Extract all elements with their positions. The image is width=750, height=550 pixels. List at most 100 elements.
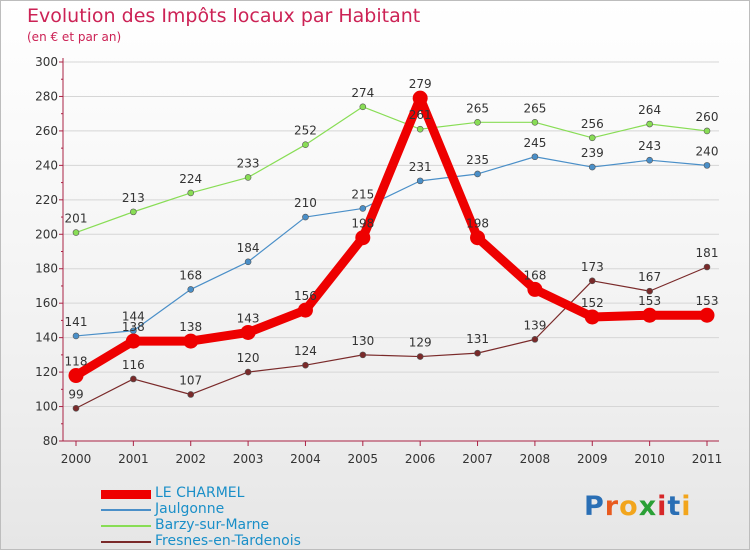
data-point — [240, 324, 256, 340]
y-tick-label: 140 — [35, 331, 58, 345]
data-label: 120 — [237, 351, 260, 365]
data-point — [359, 351, 367, 359]
data-label: 167 — [638, 270, 661, 284]
data-label: 279 — [409, 77, 432, 91]
data-point — [588, 277, 596, 285]
data-point — [416, 177, 424, 185]
logo-letter: x — [638, 491, 658, 522]
legend-label: LE CHARMEL — [155, 485, 245, 501]
data-label: 243 — [638, 139, 661, 153]
logo-letter: i — [681, 491, 692, 522]
data-label: 210 — [294, 196, 317, 210]
legend-label: Fresnes-en-Tardenois — [155, 533, 301, 549]
data-label: 156 — [294, 289, 317, 303]
data-label: 168 — [179, 268, 202, 282]
data-label: 264 — [638, 103, 661, 117]
x-tick-label: 2005 — [348, 452, 379, 466]
data-point — [244, 174, 252, 181]
data-point — [359, 103, 367, 111]
y-tick-label: 200 — [35, 227, 58, 241]
legend-swatch — [101, 489, 151, 499]
data-label: 138 — [122, 320, 145, 334]
data-point — [187, 189, 195, 197]
data-point — [72, 332, 80, 340]
data-point — [359, 205, 367, 212]
data-point — [302, 213, 309, 221]
data-point — [588, 134, 596, 142]
data-label: 139 — [523, 318, 546, 332]
data-label: 181 — [696, 246, 719, 260]
legend-item: Fresnes-en-Tardenois — [101, 533, 401, 550]
x-tick-label: 2006 — [405, 452, 436, 466]
legend: LE CHARMEL Jaulgonne Barzy-sur-Marne Fresne… — [101, 485, 401, 550]
data-point — [302, 141, 309, 148]
legend-swatch — [101, 541, 151, 543]
data-point — [68, 368, 84, 384]
data-label: 245 — [523, 136, 546, 150]
y-tick-label: 300 — [35, 55, 58, 69]
data-label: 143 — [237, 311, 260, 325]
data-label: 198 — [466, 217, 489, 231]
data-point — [183, 333, 199, 349]
legend-swatch — [101, 525, 151, 527]
legend-item: Jaulgonne — [101, 501, 401, 518]
data-point — [531, 153, 539, 161]
y-tick-label: 220 — [35, 193, 58, 207]
legend-label: Jaulgonne — [155, 501, 225, 517]
y-tick-label: 160 — [35, 296, 58, 310]
data-label: 131 — [466, 332, 489, 346]
data-point — [703, 127, 711, 135]
logo-letter: t — [667, 491, 682, 522]
data-point — [703, 263, 711, 271]
data-label: 198 — [351, 217, 374, 231]
series-line-jaulgonne — [75, 156, 708, 337]
data-point — [125, 333, 141, 349]
y-tick-label: 180 — [35, 262, 58, 276]
x-tick-label: 2000 — [61, 452, 92, 466]
data-label: 201 — [65, 212, 88, 226]
proxiti-logo: Proxiti — [584, 491, 692, 522]
data-label: 235 — [466, 153, 489, 167]
series-line-fresnes-en-tardenois — [75, 266, 708, 409]
data-label: 129 — [409, 336, 432, 350]
data-label: 107 — [179, 373, 202, 387]
x-tick-label: 2008 — [520, 452, 551, 466]
data-point — [355, 230, 371, 246]
data-point — [302, 361, 309, 369]
data-point — [531, 336, 539, 343]
data-point — [527, 281, 543, 297]
data-point — [584, 309, 600, 325]
data-label: 261 — [409, 108, 432, 122]
x-tick-label: 2002 — [175, 452, 206, 466]
data-point — [646, 120, 653, 128]
data-label: 215 — [351, 187, 374, 201]
data-point — [244, 368, 252, 376]
x-tick-label: 2001 — [118, 452, 149, 466]
data-label: 153 — [638, 294, 661, 308]
legend-swatch — [101, 509, 151, 511]
data-label: 224 — [179, 172, 202, 186]
legend-label: Barzy-sur-Marne — [155, 517, 270, 533]
data-point — [130, 208, 137, 216]
data-point — [412, 90, 428, 106]
y-tick-label: 240 — [35, 158, 58, 172]
data-label: 99 — [68, 387, 83, 401]
data-point — [72, 229, 80, 236]
data-point — [588, 163, 596, 171]
y-tick-label: 80 — [43, 434, 58, 448]
data-label: 124 — [294, 344, 317, 358]
data-label: 274 — [351, 86, 374, 100]
data-label: 239 — [581, 146, 604, 160]
data-label: 173 — [581, 260, 604, 274]
data-label: 213 — [122, 191, 145, 205]
data-label: 141 — [65, 315, 88, 329]
data-point — [416, 353, 424, 360]
data-label: 265 — [466, 101, 489, 115]
x-tick-label: 2009 — [577, 452, 608, 466]
data-point — [187, 391, 195, 398]
logo-letter: i — [657, 491, 668, 522]
data-point — [699, 307, 715, 323]
data-point — [297, 302, 313, 318]
data-label: 260 — [696, 110, 719, 124]
